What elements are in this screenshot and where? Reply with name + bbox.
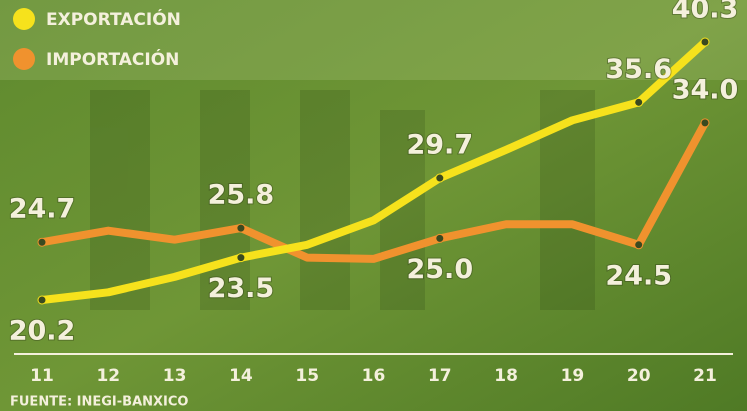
- x-tick-label: 18: [494, 366, 518, 386]
- x-tick-label: 17: [428, 366, 452, 386]
- legend-label: IMPORTACIÓN: [46, 48, 179, 70]
- x-tick-label: 11: [30, 366, 54, 386]
- x-tick-label: 13: [163, 366, 187, 386]
- data-point: [634, 240, 644, 250]
- data-label: 25.8: [208, 180, 275, 211]
- x-tick-label: 20: [627, 366, 651, 386]
- legend-marker: [13, 8, 35, 30]
- data-label: 35.6: [605, 54, 672, 85]
- data-point: [236, 253, 246, 263]
- data-point: [634, 97, 644, 107]
- legend-marker: [13, 48, 35, 70]
- data-point: [37, 237, 47, 247]
- legend-label: EXPORTACIÓN: [46, 8, 181, 30]
- data-label: 25.0: [406, 254, 473, 285]
- data-point: [435, 173, 445, 183]
- x-tick-label: 16: [362, 366, 386, 386]
- data-point: [236, 223, 246, 233]
- data-label: 24.7: [9, 194, 76, 225]
- data-point: [700, 37, 710, 47]
- x-tick-label: 21: [693, 366, 717, 386]
- series-line: [38, 38, 709, 304]
- data-label: 24.5: [605, 260, 672, 291]
- data-point: [37, 295, 47, 305]
- data-label: 29.7: [406, 130, 473, 161]
- data-label: 23.5: [208, 273, 275, 304]
- data-point: [435, 233, 445, 243]
- data-label: 40.3: [672, 0, 739, 25]
- data-label: 20.2: [9, 316, 76, 347]
- x-tick-label: 12: [96, 366, 120, 386]
- data-label: 34.0: [672, 74, 739, 105]
- data-point: [700, 118, 710, 128]
- x-tick-label: 15: [295, 366, 319, 386]
- series-line: [38, 118, 709, 263]
- x-tick-label: 19: [561, 366, 585, 386]
- x-tick-label: 14: [229, 366, 253, 386]
- source: FUENTE: INEGI-BANXICO: [10, 395, 188, 410]
